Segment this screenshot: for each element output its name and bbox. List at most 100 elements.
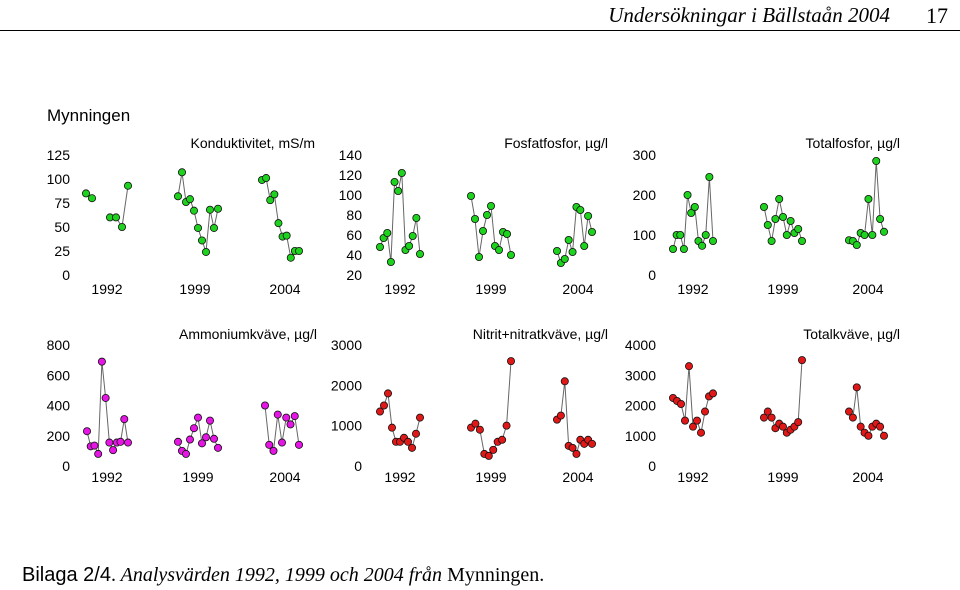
data-point-2004 — [568, 247, 577, 256]
data-point-2004 — [294, 246, 303, 255]
data-point-2004 — [864, 431, 873, 440]
data-point-1999 — [201, 247, 210, 256]
data-point-1992 — [116, 437, 125, 446]
data-point-2004 — [270, 190, 279, 199]
data-point-2004 — [852, 240, 861, 249]
data-point-2004 — [260, 401, 269, 410]
chart-title: Konduktivitet, mS/m — [191, 135, 316, 151]
y-tick-label: 3000 — [331, 337, 362, 353]
x-tick-label: 1999 — [475, 469, 506, 485]
caption-text: Analysvärden 1992, 1999 och 2004 från — [115, 564, 448, 586]
y-tick-label: 0 — [648, 267, 656, 283]
y-tick-label: 25 — [54, 243, 70, 259]
chart-title: Totalfosfor, µg/l — [806, 135, 900, 151]
x-tick-label: 1999 — [179, 281, 210, 297]
data-point-2004 — [277, 438, 286, 447]
data-point-1992 — [679, 244, 688, 253]
y-tick-label: 120 — [339, 167, 363, 183]
data-point-1992 — [109, 446, 118, 455]
y-tick-label: 2000 — [625, 398, 656, 414]
data-point-2004 — [868, 230, 877, 239]
y-tick-label: 300 — [633, 147, 657, 163]
data-point-2004 — [568, 443, 577, 452]
data-point-1999 — [779, 212, 788, 221]
series-line-2004 — [261, 177, 299, 260]
data-point-2004 — [262, 174, 271, 183]
x-tick-label: 1999 — [767, 281, 798, 297]
data-point-1992 — [383, 228, 392, 237]
data-point-2004 — [845, 407, 854, 416]
data-point-1999 — [197, 236, 206, 245]
data-point-1999 — [775, 194, 784, 203]
y-tick-label: 400 — [47, 398, 71, 414]
data-point-1992 — [690, 202, 699, 211]
data-point-1992 — [375, 242, 384, 251]
data-point-1992 — [685, 362, 694, 371]
data-point-1999 — [470, 214, 479, 223]
data-point-1992 — [408, 231, 417, 240]
data-point-2004 — [872, 156, 881, 165]
data-point-1999 — [502, 421, 511, 430]
data-point-2004 — [864, 194, 873, 203]
x-tick-label: 1999 — [767, 469, 798, 485]
data-point-1992 — [105, 438, 114, 447]
data-point-1999 — [502, 229, 511, 238]
data-point-1992 — [124, 181, 133, 190]
data-point-1999 — [466, 191, 475, 200]
data-point-1999 — [205, 205, 214, 214]
data-point-1999 — [786, 216, 795, 225]
data-point-1992 — [394, 186, 403, 195]
page-number: 17 — [926, 3, 948, 28]
data-point-1999 — [782, 230, 791, 239]
data-point-1999 — [798, 236, 807, 245]
data-point-2004 — [286, 253, 295, 262]
data-point-1992 — [676, 230, 685, 239]
data-point-2004 — [876, 422, 885, 431]
data-point-1999 — [474, 252, 483, 261]
y-tick-label: 100 — [339, 187, 363, 203]
data-point-1992 — [415, 249, 424, 258]
data-point-1992 — [412, 213, 421, 222]
data-point-2004 — [880, 227, 889, 236]
x-tick-label: 1992 — [384, 281, 415, 297]
data-point-1999 — [201, 433, 210, 442]
y-tick-label: 60 — [346, 227, 362, 243]
data-point-1992 — [683, 190, 692, 199]
chart-title: Fosfatfosfor, µg/l — [504, 135, 608, 151]
data-point-1999 — [205, 416, 214, 425]
data-point-1992 — [681, 416, 690, 425]
data-point-2004 — [553, 246, 562, 255]
x-tick-label: 2004 — [269, 281, 300, 297]
data-point-1999 — [197, 439, 206, 448]
y-tick-label: 100 — [633, 227, 657, 243]
y-tick-label: 0 — [62, 267, 70, 283]
data-point-1999 — [209, 223, 218, 232]
data-point-2004 — [876, 214, 885, 223]
y-tick-label: 0 — [62, 458, 70, 474]
data-point-1992 — [697, 428, 706, 437]
data-point-1992 — [386, 257, 395, 266]
data-point-1999 — [213, 204, 222, 213]
data-point-1999 — [767, 236, 776, 245]
data-point-1992 — [669, 244, 678, 253]
data-point-1999 — [471, 419, 480, 428]
y-tick-label: 0 — [648, 458, 656, 474]
data-point-1999 — [189, 424, 198, 433]
x-tick-label: 2004 — [852, 281, 883, 297]
data-point-1992 — [407, 443, 416, 452]
data-point-1992 — [124, 438, 133, 447]
data-point-2004 — [856, 422, 865, 431]
data-point-1999 — [177, 168, 186, 177]
y-tick-label: 75 — [54, 195, 70, 211]
data-point-2004 — [880, 431, 889, 440]
data-point-1999 — [771, 214, 780, 223]
data-point-1992 — [112, 213, 121, 222]
data-point-1992 — [411, 429, 420, 438]
data-point-1999 — [798, 356, 807, 365]
x-tick-label: 1992 — [677, 281, 708, 297]
data-point-2004 — [580, 241, 589, 250]
data-point-2004 — [273, 410, 282, 419]
x-tick-label: 2004 — [852, 469, 883, 485]
data-point-1992 — [82, 189, 91, 198]
data-point-1999 — [189, 206, 198, 215]
